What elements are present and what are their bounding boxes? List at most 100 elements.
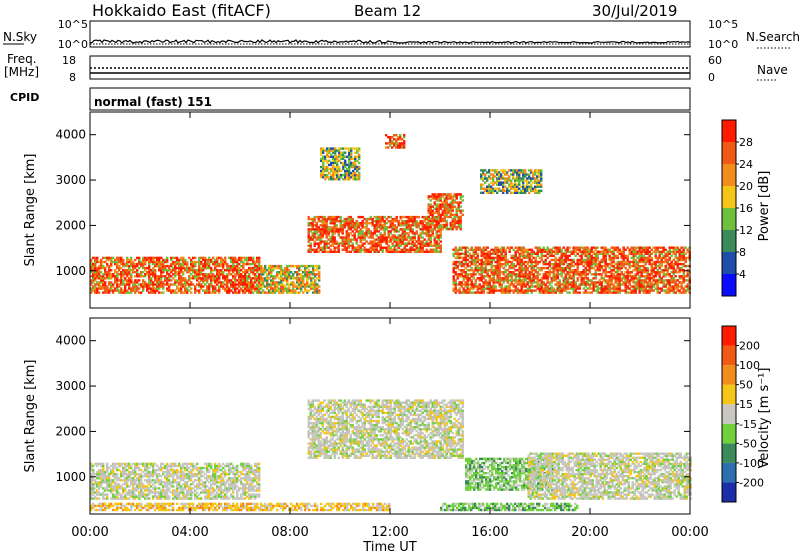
echo-cell [494, 250, 497, 253]
echo-cell [395, 250, 398, 253]
echo-cell [449, 225, 452, 229]
echo-cell [608, 277, 611, 280]
echo-cell [96, 258, 99, 262]
echo-cell [658, 264, 661, 268]
echo-cell [546, 281, 549, 284]
echo-cell [684, 252, 687, 255]
echo-cell [272, 289, 275, 292]
echo-cell [208, 277, 211, 280]
echo-cell [492, 271, 495, 274]
echo-cell [322, 176, 325, 179]
echo-cell [524, 171, 527, 174]
echo-cell [445, 199, 448, 202]
echo-cell [359, 240, 362, 243]
echo-cell [395, 242, 398, 245]
echo-cell [164, 266, 167, 270]
echo-cell [496, 289, 499, 292]
echo-cell [522, 250, 525, 253]
echo-cell [256, 279, 259, 282]
echo-cell [154, 256, 157, 260]
echo-cell [536, 275, 539, 278]
echo-cell [393, 224, 396, 227]
echo-cell [680, 269, 683, 272]
echo-cell [234, 279, 237, 282]
echo-cell [142, 264, 145, 268]
freq-tick-bottom: 8 [69, 71, 76, 84]
echo-cell [636, 266, 639, 270]
echo-cell [324, 178, 327, 181]
echo-cell [520, 269, 523, 272]
echo-cell [176, 262, 179, 266]
echo-cell [508, 175, 511, 178]
echo-cell [654, 273, 657, 276]
echo-cell [578, 275, 581, 278]
echo-cell [614, 291, 617, 294]
echo-cell [192, 275, 195, 278]
echo-cell [355, 220, 358, 223]
echo-cell [650, 281, 653, 284]
echo-cell [345, 232, 348, 235]
echo-cell [572, 277, 575, 280]
echo-cell [336, 167, 339, 171]
echo-cell [435, 230, 438, 233]
echo-cell [490, 271, 493, 274]
echo-cell [387, 244, 390, 247]
echo-cell [252, 277, 255, 280]
echo-cell [216, 258, 219, 262]
echo-cell [254, 266, 257, 270]
echo-cell [309, 246, 312, 249]
echo-cell [397, 146, 400, 149]
echo-cell [560, 260, 563, 264]
echo-cell [441, 213, 444, 216]
echo-cell [684, 289, 687, 292]
echo-cell [470, 279, 473, 282]
echo-cell [664, 273, 667, 276]
echo-cell [358, 155, 361, 158]
echo-cell [327, 230, 330, 233]
echo-cell [670, 250, 673, 253]
echo-cell [494, 187, 497, 190]
echo-cell [528, 277, 531, 280]
echo-cell [425, 224, 428, 227]
echo-cell [586, 260, 589, 264]
echo-cell [662, 254, 665, 258]
echo-cell [522, 177, 525, 180]
echo-cell [456, 264, 459, 268]
echo-cell [409, 230, 412, 233]
echo-cell [409, 242, 412, 245]
echo-cell [522, 256, 525, 260]
echo-cell [496, 191, 499, 194]
echo-cell [174, 279, 177, 282]
echo-cell [606, 264, 609, 268]
echo-cell [352, 147, 355, 150]
echo-cell [568, 266, 571, 270]
echo-cell [124, 287, 127, 290]
echo-cell [264, 291, 267, 294]
echo-cell [108, 271, 111, 274]
echo-cell [142, 281, 145, 284]
echo-cell [514, 258, 517, 262]
nsearch-tick-top: 10^5 [708, 18, 738, 31]
echo-cell [331, 222, 334, 225]
echo-cell [664, 260, 667, 264]
echo-cell [339, 228, 342, 231]
echo-cell [514, 250, 517, 253]
echo-cell [395, 142, 398, 145]
echo-cell [371, 217, 374, 221]
echo-cell [321, 220, 324, 223]
echo-cell [395, 230, 398, 233]
echo-cell [315, 230, 318, 233]
echo-cell [300, 279, 303, 282]
echo-cell [389, 142, 392, 145]
echo-cell [574, 269, 577, 272]
echo-cell [456, 254, 459, 258]
echo-cell [395, 140, 398, 143]
echo-cell [176, 281, 179, 284]
echo-cell [618, 250, 621, 253]
echo-cell [560, 271, 563, 274]
echo-cell [274, 281, 277, 284]
echo-cell [494, 171, 497, 174]
echo-cell [510, 173, 513, 176]
echo-cell [323, 228, 326, 231]
echo-cell [357, 236, 360, 239]
